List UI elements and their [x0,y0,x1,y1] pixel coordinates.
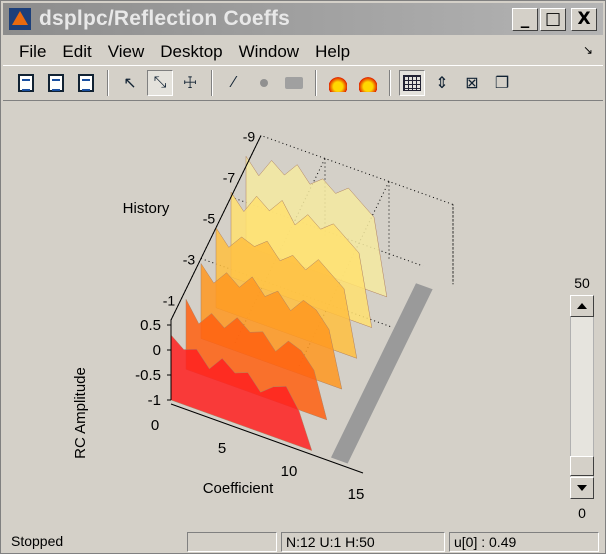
maximize-button[interactable]: □ [540,8,566,31]
toolbar: ↖ ⤡ ☩ ∕ ⇕ ⊠ ❐ [3,65,603,101]
status-empty [187,532,277,552]
z-axis-line [170,135,262,321]
y-tick-label: 0.5 [140,317,161,334]
window-controls: _ □ X [512,8,597,31]
waterfall-slice-2 [200,262,343,390]
new-figure-icon[interactable] [13,70,39,96]
z-tick-label: -3 [183,252,196,268]
y-tick-label: -0.5 [135,367,161,384]
menu-desktop[interactable]: Desktop [160,42,223,61]
x-tick-label: 10 [281,463,298,480]
slider-min-label: 0 [578,505,586,521]
y-axis-label: RC Amplitude [72,367,89,459]
waterfall-slice-1 [185,299,328,421]
status-bar: Stopped N:12 U:1 H:50 u[0] : 0.49 [3,531,603,553]
z-tick-label: -1 [163,293,176,309]
matlab-icon [9,8,31,30]
slider-max-label: 50 [574,275,590,291]
menu-view[interactable]: View [107,42,145,61]
status-state: Stopped [11,533,64,549]
slider-down-button[interactable] [570,477,594,499]
menu-help[interactable]: Help [315,42,351,61]
history-baseline-bar [331,283,433,464]
dot-icon[interactable] [251,70,277,96]
pointer-icon[interactable]: ↖ [123,75,137,92]
fire-colormap-icon[interactable] [325,70,351,96]
menu-edit[interactable]: Edit [62,42,92,61]
edit-plot-icon[interactable]: ⤡ [147,70,173,96]
x-axis-line [170,403,364,474]
toolbar-separator [389,70,391,96]
waterfall-plot[interactable]: 0.5 0 -0.5 -1 0 5 10 15 -1 -3 -5 -7 -9 Coefficient RC … [3,105,603,525]
autoscale-icon[interactable]: ⇕ [435,75,449,92]
plot-area: 0.5 0 -0.5 -1 0 5 10 15 -1 -3 -5 -7 -9 Coefficient RC … [3,105,603,525]
grid-icon[interactable] [399,70,425,96]
save-icon[interactable] [73,70,99,96]
y-tick-label: -1 [148,392,161,409]
minimize-button[interactable]: _ [512,8,538,31]
camera-icon[interactable] [281,70,307,96]
menu-window[interactable]: Window [238,42,300,61]
x-tick-label: 5 [218,440,226,457]
menu-overflow-icon[interactable]: ↘ [582,43,593,57]
window-title: dsplpc/Reflection Coeffs [39,7,290,30]
title-bar[interactable]: dsplpc/Reflection Coeffs _ □ X [3,3,603,35]
menu-bar: File Edit View Desktop Window Help ↘ [3,39,603,65]
x-tick-label: 0 [151,417,159,434]
z-axis-label: History [123,200,170,217]
toolbar-separator [315,70,317,96]
export-icon[interactable]: ❐ [494,75,510,92]
status-info: N:12 U:1 H:50 [281,532,445,552]
x-tick-label: 15 [348,486,365,503]
z-tick-label: -9 [243,129,256,145]
zoom-fit-icon[interactable]: ⊠ [465,75,479,92]
slider-up-button[interactable] [570,295,594,317]
toolbar-separator [211,70,213,96]
pan-icon[interactable]: ☩ [182,75,198,92]
fire-colormap-2-icon[interactable] [355,70,381,96]
menu-file[interactable]: File [19,42,47,61]
status-readout: u[0] : 0.49 [449,532,599,552]
z-tick-label: -5 [203,211,216,227]
close-button[interactable]: X [571,8,597,31]
open-icon[interactable] [43,70,69,96]
slider-thumb[interactable] [570,456,594,476]
y-tick-label: 0 [153,342,161,359]
waterfall-slice-0 [170,334,313,452]
z-tick-label: -7 [223,170,236,186]
x-axis-label: Coefficient [203,480,274,497]
link-icon[interactable]: ∕ [232,74,236,91]
toolbar-separator [107,70,109,96]
